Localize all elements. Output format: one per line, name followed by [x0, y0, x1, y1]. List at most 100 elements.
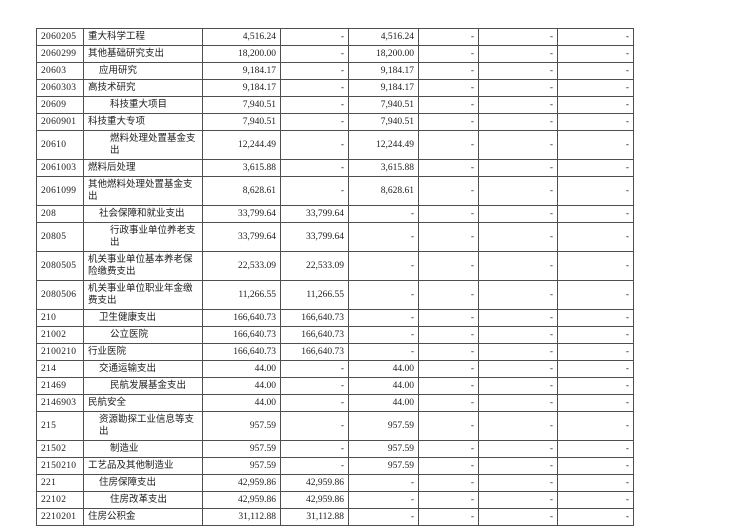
amount-cell: - — [557, 440, 634, 458]
amount-cell: - — [557, 360, 634, 378]
amount-cell: - — [478, 360, 558, 378]
code-cell: 20805 — [36, 222, 84, 252]
amount-cell: - — [280, 28, 349, 46]
subject-name-cell: 燃料处理处置基金支出 — [83, 130, 203, 160]
amount-cell: - — [478, 176, 558, 206]
amount-cell: - — [478, 343, 558, 361]
amount-cell: - — [478, 440, 558, 458]
amount-cell: 42,959.86 — [202, 474, 281, 492]
amount-cell: - — [478, 491, 558, 509]
amount-cell: 33,799.64 — [280, 222, 349, 252]
table-row: 20610 燃料处理处置基金支出 12,244.49-12,244.49- - - — [36, 130, 634, 160]
code-cell: 21002 — [36, 326, 84, 344]
amount-cell: 3,615.88 — [202, 159, 281, 177]
amount-cell: 166,640.73 — [280, 309, 349, 327]
subject-name-cell: 工艺品及其他制造业 — [83, 457, 203, 475]
amount-cell: - — [280, 130, 349, 160]
amount-cell: - — [557, 394, 634, 412]
code-cell: 22102 — [36, 491, 84, 509]
amount-cell: - — [418, 176, 479, 206]
amount-cell: - — [478, 326, 558, 344]
amount-cell: - — [418, 45, 479, 63]
code-cell: 210 — [36, 309, 84, 327]
amount-cell: 42,959.86 — [202, 491, 281, 509]
amount-cell: 31,112.88 — [280, 508, 349, 526]
amount-cell: - — [478, 28, 558, 46]
subject-name-cell: 重大科学工程 — [83, 28, 203, 46]
amount-cell: 42,959.86 — [280, 491, 349, 509]
amount-cell: 44.00 — [348, 377, 419, 395]
amount-cell: 42,959.86 — [280, 474, 349, 492]
amount-cell: 3,615.88 — [348, 159, 419, 177]
amount-cell: - — [418, 28, 479, 46]
amount-cell: 7,940.51 — [202, 113, 281, 131]
amount-cell: - — [418, 62, 479, 80]
amount-cell: - — [557, 491, 634, 509]
amount-cell: - — [557, 222, 634, 252]
amount-cell: 957.59 — [348, 440, 419, 458]
amount-cell: - — [478, 222, 558, 252]
amount-cell: - — [348, 343, 419, 361]
table-row: 2146903 民航安全 44.00-44.00- - - — [36, 394, 634, 412]
amount-cell: - — [557, 130, 634, 160]
amount-cell: - — [418, 309, 479, 327]
code-cell: 2080505 — [36, 251, 84, 281]
subject-name-cell: 公立医院 — [83, 326, 203, 344]
subject-name-cell: 机关事业单位职业年金缴费支出 — [83, 280, 203, 310]
budget-table: 2060205 重大科学工程 4,516.24-4,516.24- - -2060299… — [36, 28, 634, 526]
amount-cell: - — [478, 457, 558, 475]
amount-cell: - — [280, 62, 349, 80]
amount-cell: 33,799.64 — [202, 205, 281, 223]
amount-cell: - — [280, 96, 349, 114]
amount-cell: - — [557, 326, 634, 344]
amount-cell: 44.00 — [202, 377, 281, 395]
table-row: 210 卫生健康支出 166,640.73 166,640.73- - - - — [36, 309, 634, 327]
amount-cell: 957.59 — [202, 440, 281, 458]
subject-name-cell: 制造业 — [83, 440, 203, 458]
amount-cell: - — [348, 491, 419, 509]
amount-cell: - — [348, 326, 419, 344]
code-cell: 208 — [36, 205, 84, 223]
subject-name-cell: 住房保障支出 — [83, 474, 203, 492]
code-cell: 2060205 — [36, 28, 84, 46]
amount-cell: - — [280, 113, 349, 131]
amount-cell: 166,640.73 — [202, 309, 281, 327]
amount-cell: 31,112.88 — [202, 508, 281, 526]
amount-cell: 33,799.64 — [202, 222, 281, 252]
subject-name-cell: 燃料后处理 — [83, 159, 203, 177]
amount-cell: - — [557, 309, 634, 327]
amount-cell: 18,200.00 — [348, 45, 419, 63]
amount-cell: - — [348, 280, 419, 310]
amount-cell: - — [280, 457, 349, 475]
table-row: 2061003 燃料后处理 3,615.88-3,615.88- - - — [36, 159, 634, 177]
amount-cell: - — [418, 377, 479, 395]
amount-cell: - — [557, 343, 634, 361]
amount-cell: 44.00 — [202, 394, 281, 412]
amount-cell: - — [418, 343, 479, 361]
amount-cell: 9,184.17 — [348, 62, 419, 80]
code-cell: 2080506 — [36, 280, 84, 310]
subject-name-cell: 科技重大专项 — [83, 113, 203, 131]
table-row: 2080505 机关事业单位基本养老保险缴费支出 22,533.09 22,533.0… — [36, 251, 634, 281]
amount-cell: 22,533.09 — [202, 251, 281, 281]
amount-cell: - — [478, 159, 558, 177]
code-cell: 2100210 — [36, 343, 84, 361]
amount-cell: 4,516.24 — [202, 28, 281, 46]
code-cell: 215 — [36, 411, 84, 441]
table-row: 2060303 高技术研究 9,184.17-9,184.17- - - — [36, 79, 634, 97]
amount-cell: 957.59 — [348, 457, 419, 475]
table-row: 22102 住房改革支出 42,959.86 42,959.86- - - - — [36, 491, 634, 509]
amount-cell: 166,640.73 — [280, 326, 349, 344]
subject-name-cell: 行业医院 — [83, 343, 203, 361]
code-cell: 2146903 — [36, 394, 84, 412]
table-row: 208 社会保障和就业支出 33,799.64 33,799.64- - - - — [36, 205, 634, 223]
table-row: 20603 应用研究 9,184.17-9,184.17- - - — [36, 62, 634, 80]
amount-cell: 8,628.61 — [348, 176, 419, 206]
amount-cell: 12,244.49 — [348, 130, 419, 160]
table-row: 20805 行政事业单位养老支出 33,799.64 33,799.64- - - - — [36, 222, 634, 252]
amount-cell: - — [557, 457, 634, 475]
subject-name-cell: 其他燃料处理处置基金支出 — [83, 176, 203, 206]
amount-cell: - — [478, 508, 558, 526]
amount-cell: - — [418, 326, 479, 344]
amount-cell: - — [418, 491, 479, 509]
